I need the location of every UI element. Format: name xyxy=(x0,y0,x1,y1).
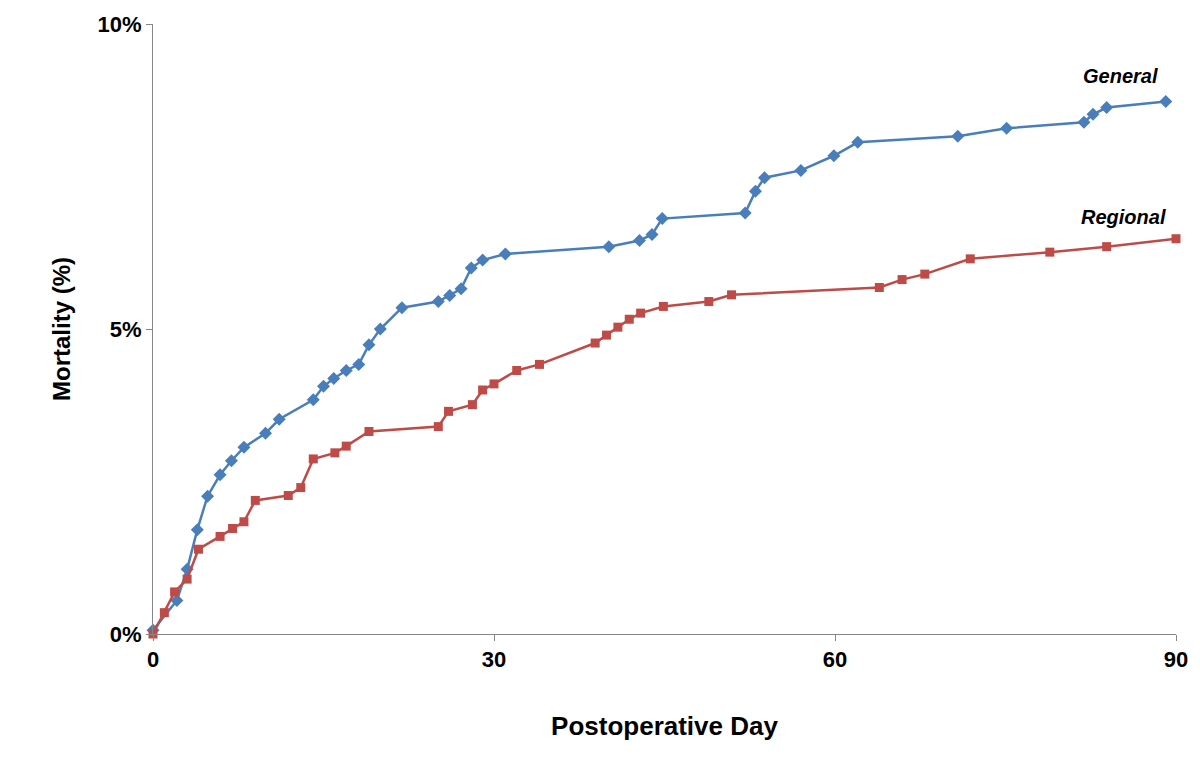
svg-text:60: 60 xyxy=(823,647,847,672)
svg-text:Regional: Regional xyxy=(1081,206,1166,228)
svg-text:5%: 5% xyxy=(110,317,142,342)
svg-text:Mortality (%): Mortality (%) xyxy=(48,257,75,401)
svg-text:0%: 0% xyxy=(110,622,142,647)
svg-text:30: 30 xyxy=(482,647,506,672)
svg-text:90: 90 xyxy=(1164,647,1188,672)
svg-text:0: 0 xyxy=(147,647,159,672)
svg-text:10%: 10% xyxy=(98,12,142,37)
svg-text:Postoperative Day: Postoperative Day xyxy=(551,711,778,741)
svg-text:General: General xyxy=(1083,65,1158,87)
